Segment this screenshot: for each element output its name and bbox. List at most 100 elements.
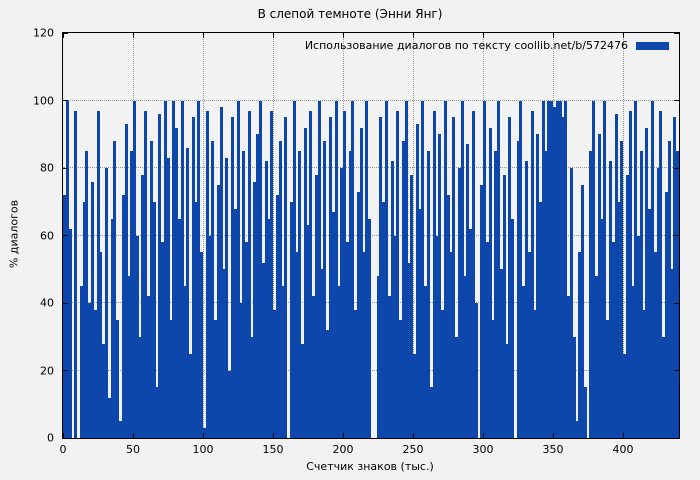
bar (494, 151, 498, 438)
bar (183, 286, 187, 438)
bar (541, 100, 545, 438)
bar (214, 319, 218, 438)
bar (558, 100, 562, 438)
bar (578, 252, 582, 438)
x-tick-mark (483, 433, 484, 438)
y-tick-mark (674, 437, 679, 439)
bar (407, 262, 411, 438)
bar (418, 208, 422, 438)
bar (491, 319, 495, 438)
bar (483, 100, 486, 438)
bar (329, 117, 332, 438)
bar (502, 174, 506, 438)
bar (396, 110, 400, 438)
bar (348, 151, 352, 438)
bar (648, 208, 652, 438)
bar (497, 100, 500, 438)
bar (191, 117, 195, 438)
bar (250, 336, 254, 438)
bar (278, 141, 282, 438)
bar (284, 117, 288, 438)
bar (219, 107, 223, 438)
bar (539, 201, 542, 438)
bar (665, 191, 668, 438)
bar (127, 276, 131, 438)
bar (480, 184, 484, 438)
bar (203, 427, 206, 438)
bar (673, 117, 677, 438)
bar (68, 228, 72, 438)
bar (625, 174, 629, 438)
bar (463, 276, 467, 438)
bar (225, 157, 229, 438)
bar (107, 397, 111, 438)
bar (642, 309, 646, 438)
x-tick-mark (553, 433, 554, 438)
bar (667, 141, 671, 438)
bar (315, 174, 318, 438)
bar (85, 151, 89, 438)
bar (441, 309, 444, 438)
bar (292, 100, 296, 438)
bar (298, 151, 302, 438)
bar (169, 319, 173, 438)
bar (256, 134, 260, 438)
y-tick-mark (674, 235, 679, 236)
bar (147, 296, 150, 438)
y-tick-label: 0 (47, 431, 54, 445)
bar (211, 141, 215, 438)
bar (583, 387, 587, 438)
bar (530, 110, 534, 438)
y-tick-mark (63, 302, 68, 304)
y-tick-label: 120 (33, 26, 54, 40)
bar (180, 100, 184, 438)
bar (595, 276, 598, 438)
bar (233, 208, 237, 438)
bar (561, 117, 565, 438)
bar (424, 286, 428, 438)
y-tick-mark (674, 167, 679, 169)
bar (413, 353, 416, 438)
x-tick-mark (273, 433, 274, 438)
bar (511, 218, 514, 438)
bar (508, 117, 512, 438)
bar (124, 124, 128, 438)
bar (471, 110, 475, 438)
bar (261, 262, 265, 438)
bar (645, 127, 649, 438)
x-tick-mark (63, 433, 64, 438)
bar (564, 100, 568, 438)
y-gridline (63, 99, 679, 101)
bar (525, 161, 528, 438)
bar (110, 218, 114, 438)
bar (505, 343, 509, 438)
x-tick-label: 200 (332, 443, 354, 456)
x-tick-mark (133, 33, 134, 38)
bar (309, 110, 313, 438)
bar (550, 100, 554, 438)
bar (404, 100, 408, 438)
x-axis-label: Счетчик знаков (тыс.) (306, 460, 434, 473)
y-tick-mark (63, 235, 68, 236)
bar (382, 201, 386, 438)
bar (634, 100, 638, 438)
legend-label: Использование диалогов по тексту coollib… (304, 39, 628, 52)
bar (527, 252, 531, 438)
bar (144, 110, 148, 438)
bar (628, 110, 632, 438)
bar (172, 100, 176, 438)
bar (133, 100, 136, 438)
bar (121, 195, 125, 438)
bar (205, 110, 209, 438)
bar (138, 336, 142, 438)
bar (141, 174, 145, 438)
bar (186, 147, 190, 438)
bar (410, 174, 414, 438)
bar (63, 195, 66, 438)
bar (460, 100, 464, 438)
bar (662, 336, 666, 438)
x-gridline (413, 33, 414, 438)
bar (96, 110, 100, 438)
bar (166, 157, 170, 438)
bar (88, 303, 92, 438)
